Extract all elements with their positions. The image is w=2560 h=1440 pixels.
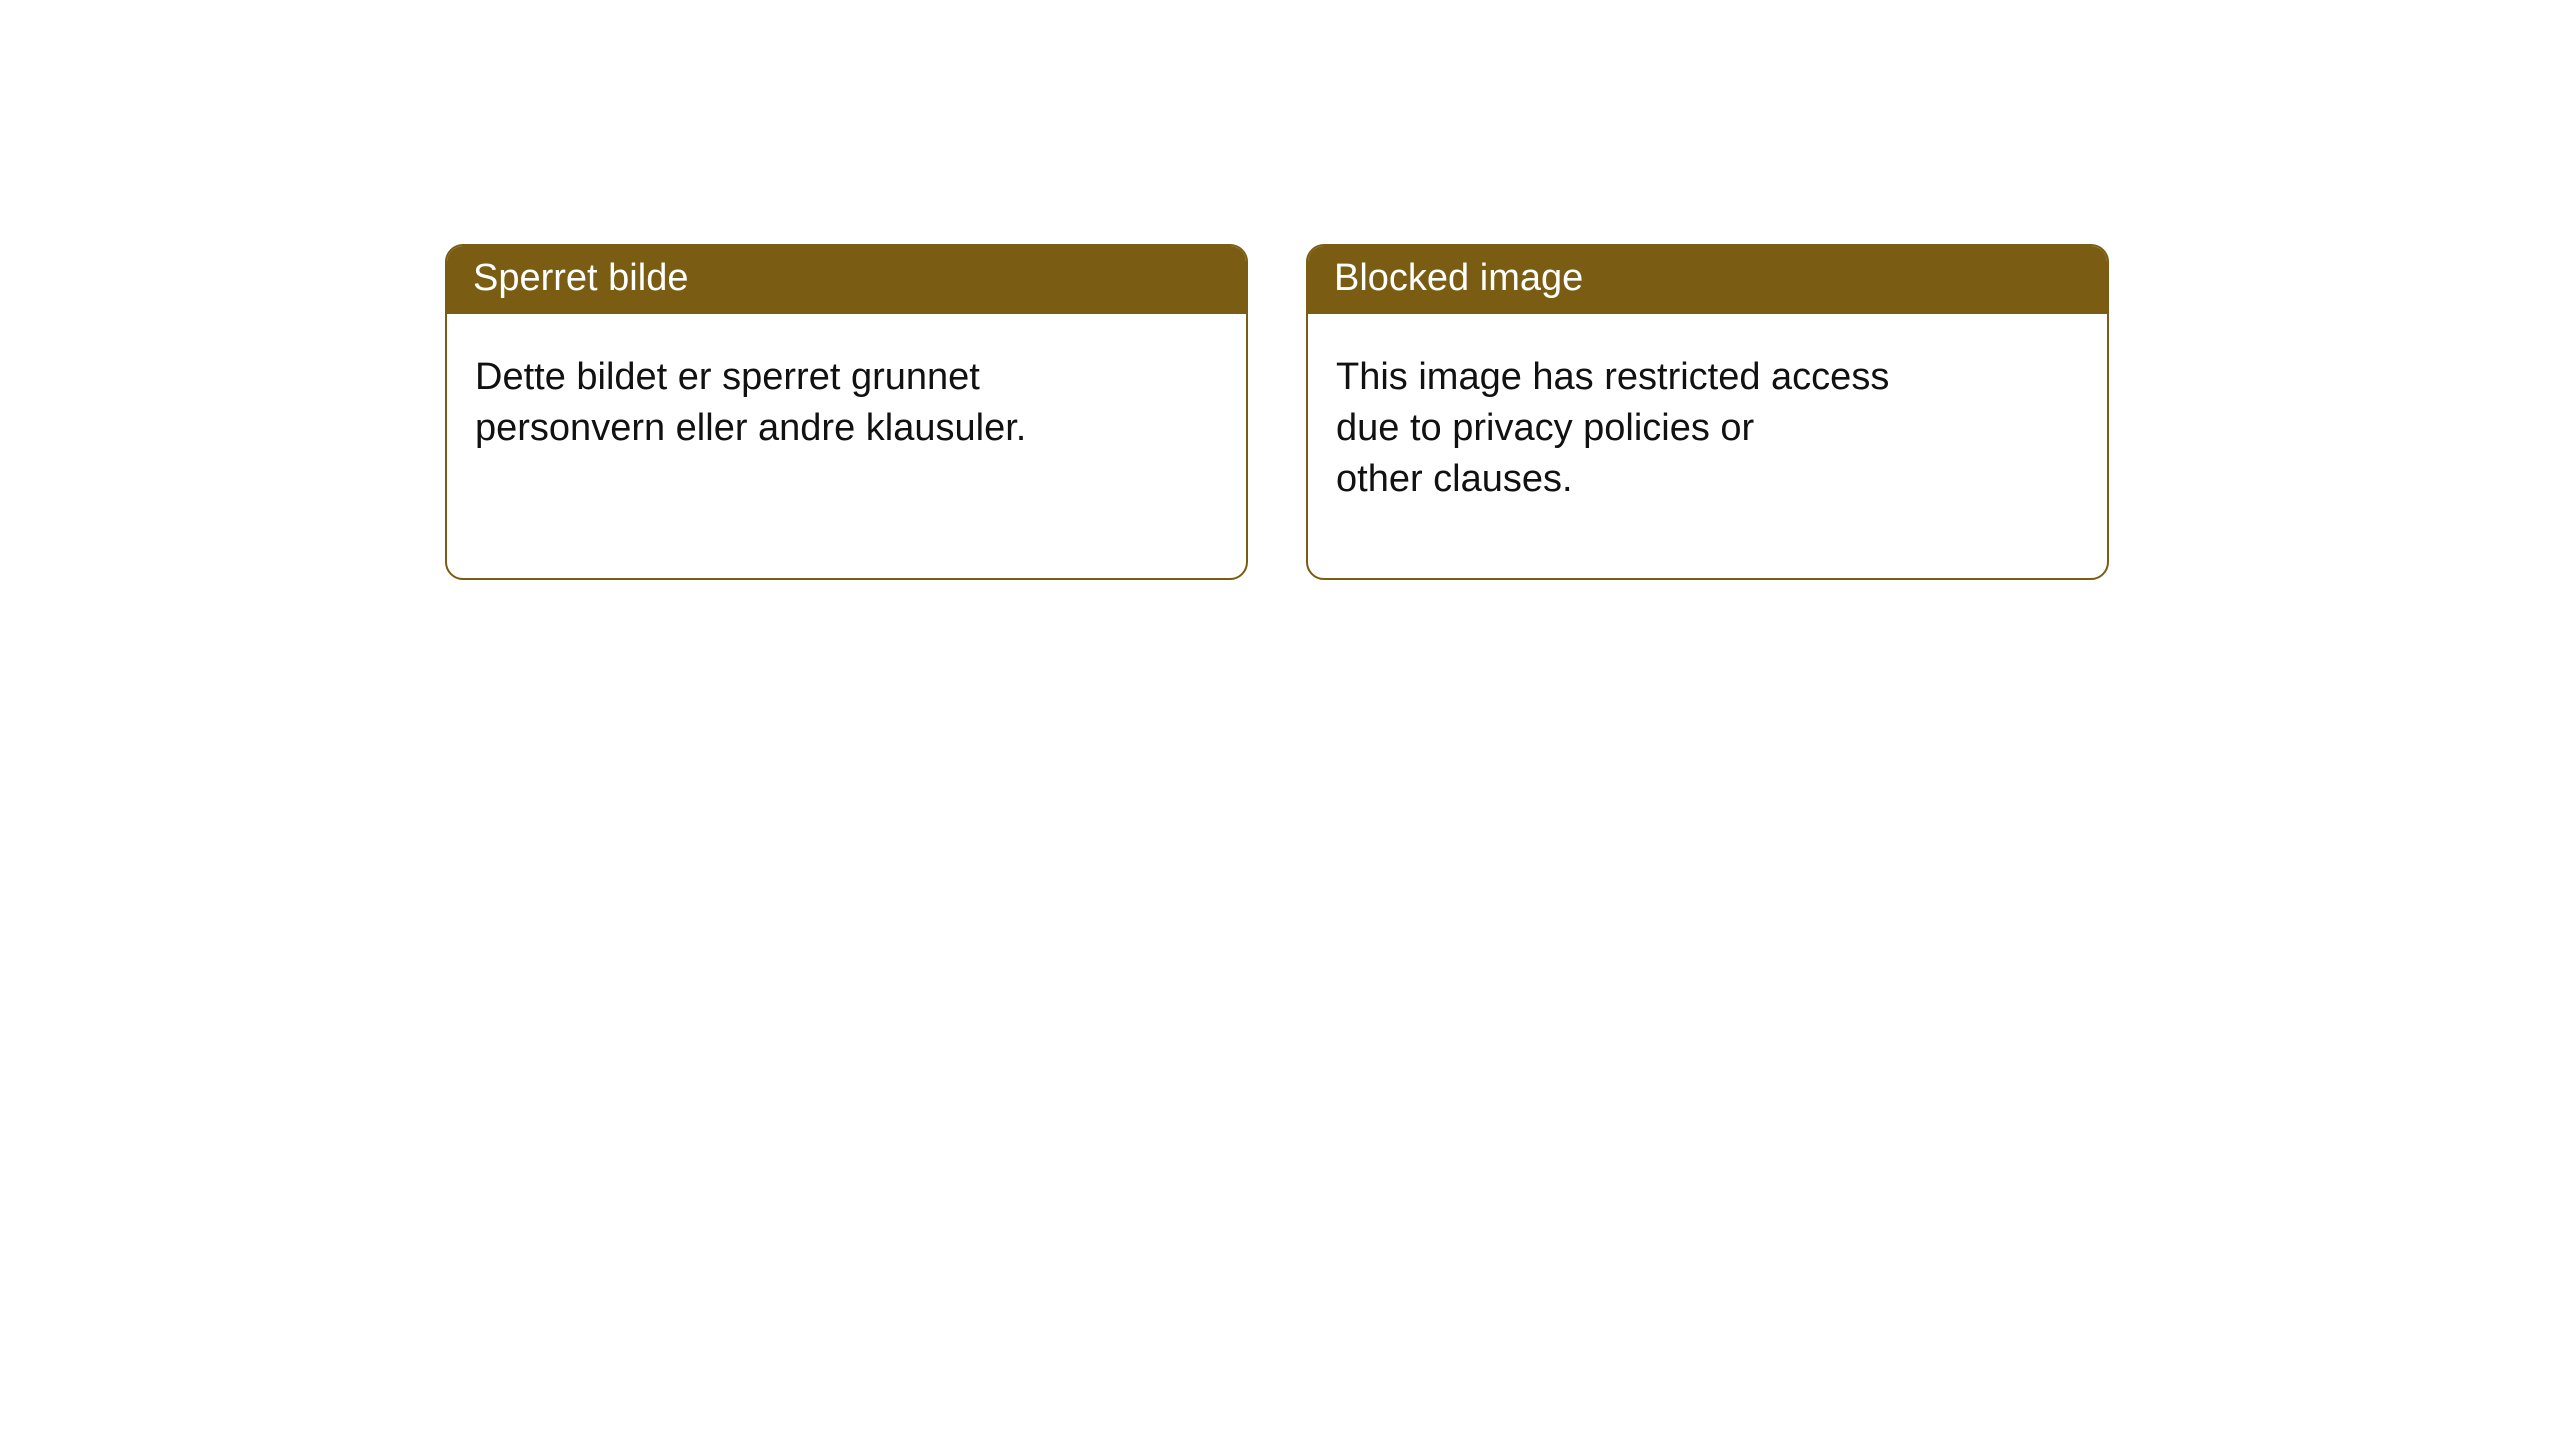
notice-card-no: Sperret bilde Dette bildet er sperret gr… (445, 244, 1248, 580)
notice-title-no: Sperret bilde (447, 246, 1246, 314)
notice-body-en: This image has restricted access due to … (1308, 314, 2107, 534)
notice-card-en: Blocked image This image has restricted … (1306, 244, 2109, 580)
notice-container: Sperret bilde Dette bildet er sperret gr… (0, 0, 2560, 580)
notice-title-en: Blocked image (1308, 246, 2107, 314)
notice-body-no: Dette bildet er sperret grunnet personve… (447, 314, 1246, 483)
